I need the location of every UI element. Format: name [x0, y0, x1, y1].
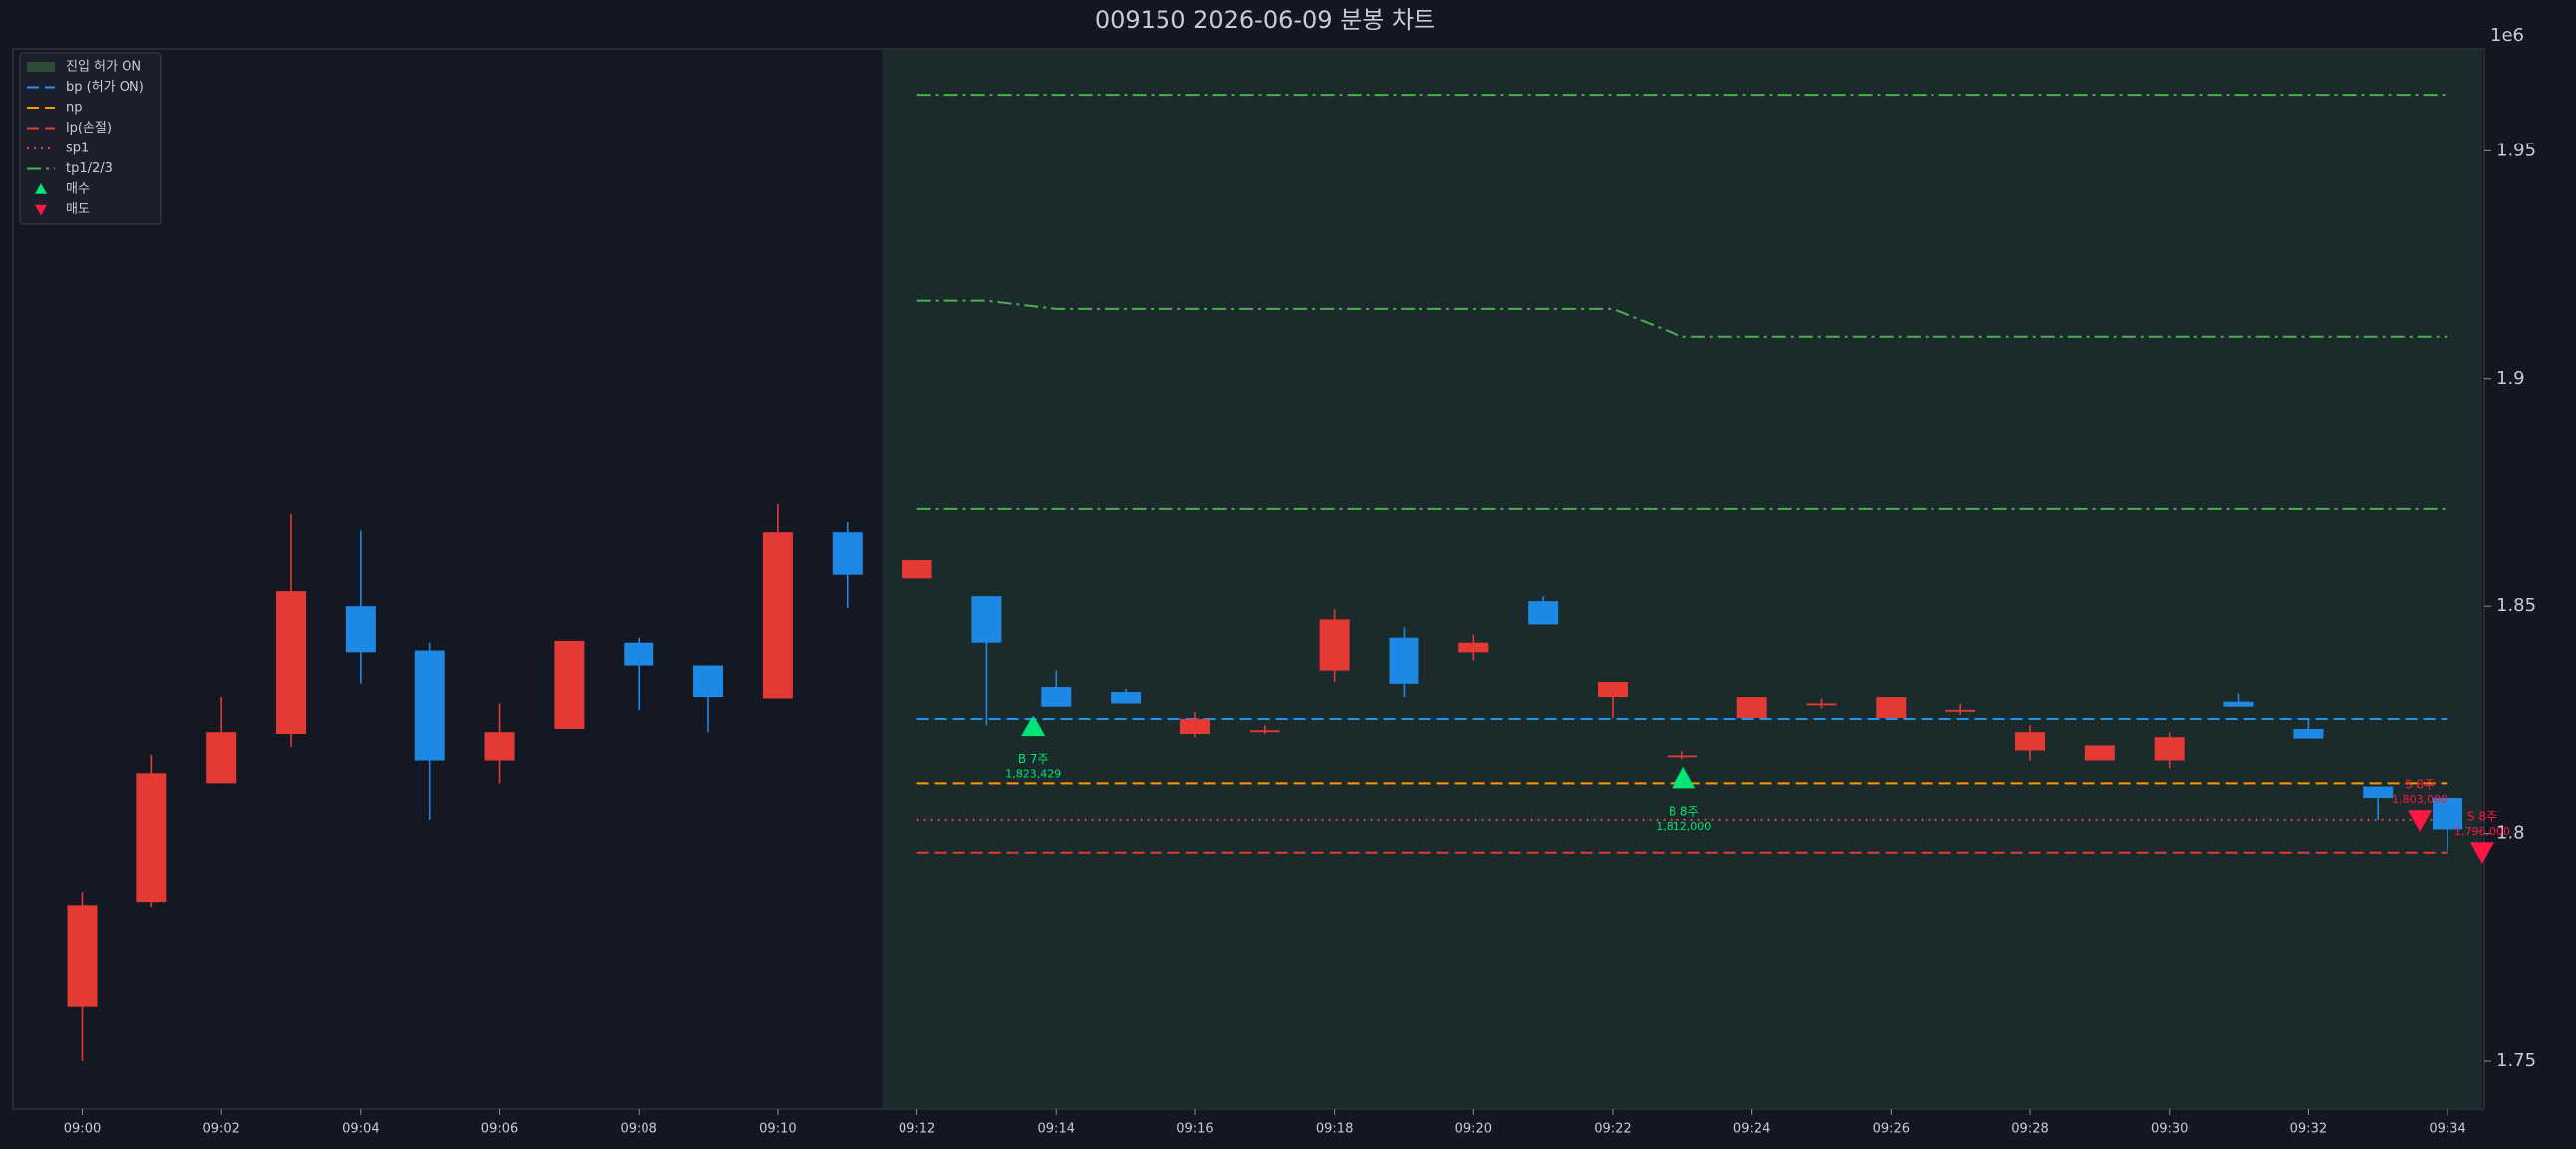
candle-body — [693, 665, 724, 698]
candle-body — [345, 606, 376, 653]
candle-body — [1249, 730, 1280, 733]
candle-body — [206, 732, 237, 784]
trade-label: B 8주 — [1669, 804, 1699, 818]
candle-body — [1597, 682, 1628, 698]
legend-swatch — [35, 183, 47, 194]
candle-body — [1319, 619, 1350, 671]
legend-label: 진입 허가 ON — [66, 60, 141, 75]
y-tick-label: 1.75 — [2496, 1050, 2536, 1071]
trade-price: 1,823,429 — [1005, 768, 1061, 781]
candle-body — [2084, 745, 2115, 761]
candle-body — [1806, 703, 1837, 706]
trade-price: 1,796,000 — [2454, 825, 2510, 838]
x-tick-label: 09:10 — [759, 1122, 796, 1137]
x-tick-label: 09:08 — [620, 1122, 656, 1137]
candle-body — [1945, 709, 1976, 712]
x-tick-label: 09:34 — [2429, 1122, 2465, 1137]
legend-swatch — [27, 62, 55, 72]
candle-body — [1528, 601, 1559, 625]
trade-marker — [1672, 766, 1696, 789]
candle-body — [1041, 687, 1072, 707]
trade-label: S 8주 — [2405, 777, 2435, 791]
candle-body — [2223, 701, 2254, 707]
trade-marker — [2469, 842, 2494, 864]
candle-body — [1179, 718, 1210, 735]
candle-body — [484, 732, 515, 761]
entry-shade — [882, 50, 2482, 1108]
candle-body — [1667, 755, 1697, 758]
candle-body — [136, 773, 167, 903]
candle-body — [554, 640, 585, 729]
level-line — [916, 299, 2448, 338]
candle-body — [2293, 728, 2324, 739]
legend-label: 매도 — [66, 202, 90, 217]
candle-body — [2433, 797, 2463, 830]
x-tick-label: 09:28 — [2011, 1122, 2048, 1137]
x-tick-label: 09:24 — [1733, 1122, 1770, 1137]
x-tick-label: 09:02 — [202, 1122, 239, 1137]
x-tick-label: 09:22 — [1594, 1122, 1631, 1137]
candle-body — [1458, 642, 1489, 653]
y-tick-label: 1.9 — [2496, 368, 2525, 389]
plot-layer: 1.75 1.8 1.85 1.9 1.95 09:00 09:02 09:04 09:06 09… — [64, 94, 2536, 1137]
trade-label: S 8주 — [2467, 809, 2497, 823]
trade-marker — [1021, 715, 1046, 737]
trade-label: B 7주 — [1018, 752, 1049, 766]
x-tick-label: 09:26 — [1873, 1122, 1910, 1137]
candle-body — [762, 532, 793, 699]
legend-label: 매수 — [66, 182, 90, 197]
trade-price: 1,803,000 — [2392, 793, 2447, 806]
x-tick-label: 09:20 — [1455, 1122, 1492, 1137]
x-tick-label: 09:16 — [1176, 1122, 1213, 1137]
y-tick-label: 1.95 — [2496, 140, 2536, 160]
candle-body — [832, 532, 863, 575]
x-tick-label: 09:12 — [899, 1122, 935, 1137]
x-tick-label: 09:18 — [1316, 1122, 1353, 1137]
chart-title: 009150 2026-06-09 분봉 차트 — [1095, 6, 1435, 34]
candle-body — [1111, 692, 1142, 704]
legend-label: tp1/2/3 — [66, 161, 113, 176]
y-tick-label: 1.85 — [2496, 595, 2536, 616]
shade-layer — [882, 50, 2482, 1108]
y-tick-label: 1.8 — [2496, 823, 2525, 844]
y-offset-label: 1e6 — [2490, 25, 2524, 46]
candle-body — [2363, 786, 2394, 798]
x-tick-label: 09:30 — [2151, 1122, 2188, 1137]
legend-label: np — [66, 101, 83, 116]
legend-label: sp1 — [66, 142, 89, 156]
legend-box — [19, 52, 162, 225]
x-tick-label: 09:04 — [342, 1122, 379, 1137]
legend-label: bp (허가 ON) — [66, 80, 144, 95]
candle-body — [2154, 737, 2185, 761]
candle-body — [971, 596, 1002, 643]
candle-body — [1389, 637, 1419, 684]
trade-price: 1,812,000 — [1656, 820, 1711, 833]
candle-body — [1876, 697, 1907, 718]
x-tick-label: 09:00 — [64, 1122, 101, 1137]
x-tick-label: 09:32 — [2290, 1122, 2327, 1137]
candle-body — [414, 650, 445, 761]
legend-label: lp(손절) — [66, 121, 112, 136]
x-tick-label: 09:06 — [481, 1122, 518, 1137]
candle-body — [67, 905, 98, 1007]
candle-body — [2015, 732, 2046, 751]
candle-body — [1736, 697, 1767, 718]
candle-body — [624, 642, 654, 666]
legend-swatch — [35, 204, 47, 216]
candle-body — [276, 591, 307, 735]
trade-marker — [2408, 810, 2433, 832]
x-tick-label: 09:14 — [1038, 1122, 1075, 1137]
candle-body — [902, 560, 932, 579]
